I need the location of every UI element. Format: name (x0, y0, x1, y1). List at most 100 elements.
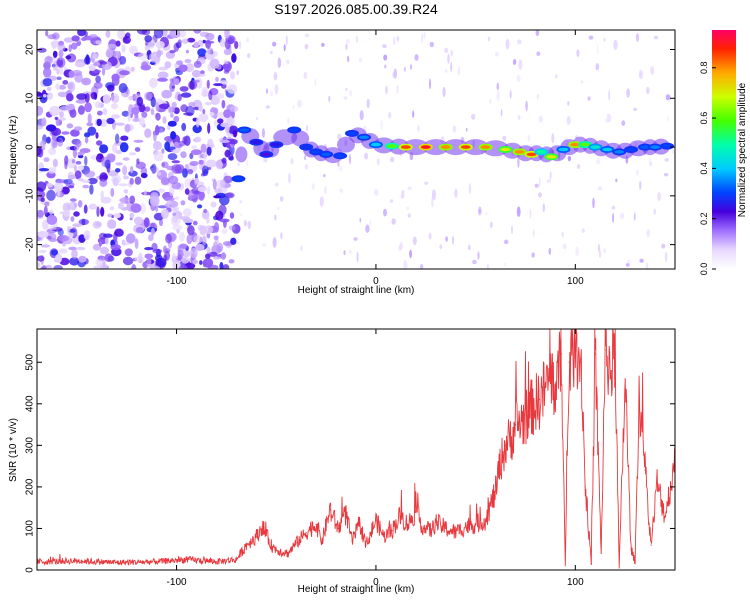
noise-blob (37, 124, 44, 130)
noise-streak (646, 229, 650, 238)
signal-halo (462, 139, 489, 156)
signal-core (526, 152, 537, 157)
noise-blob (196, 181, 205, 187)
noise-blob (52, 140, 58, 149)
noise-blob (159, 103, 170, 109)
noise-blob (174, 196, 180, 200)
noise-blob (146, 256, 152, 268)
noise-blob (61, 131, 70, 135)
noise-streak (452, 125, 457, 133)
noise-blob (135, 227, 144, 233)
noise-blob (44, 56, 53, 65)
noise-blob (223, 48, 232, 56)
noise-blob (84, 155, 88, 166)
noise-blob (115, 133, 120, 144)
noise-blob (179, 86, 189, 92)
noise-blob (67, 82, 74, 90)
noise-streak (598, 250, 602, 258)
noise-blob (87, 113, 92, 124)
noise-streak (247, 220, 251, 230)
snr-y-label: SNR (10 * v/v) (8, 418, 19, 482)
noise-blob (223, 109, 232, 119)
noise-streak (611, 205, 616, 210)
noise-streak (369, 219, 372, 227)
noise-streak (606, 113, 611, 119)
noise-streak (581, 228, 585, 234)
noise-blob (174, 78, 180, 86)
noise-blob (114, 122, 125, 126)
noise-blob (45, 30, 49, 37)
noise-blob (210, 144, 215, 148)
noise-blob (45, 264, 53, 269)
noise-blob (215, 76, 219, 82)
noise-blob (192, 220, 198, 226)
noise-streak (445, 69, 448, 73)
noise-streak (364, 152, 369, 160)
noise-blob (131, 264, 137, 269)
noise-streak (653, 208, 656, 215)
snr-point (423, 527, 425, 530)
noise-streak (424, 181, 429, 186)
noise-streak (321, 42, 325, 47)
noise-blob (220, 252, 226, 260)
noise-blob (140, 64, 152, 71)
noise-blob (74, 61, 85, 68)
noise-blob (156, 50, 162, 58)
noise-blob (122, 165, 128, 176)
noise-blob (224, 149, 231, 158)
noise-blob (206, 217, 210, 224)
noise-blob (99, 61, 108, 65)
noise-blob (42, 220, 49, 230)
noise-blob (68, 246, 76, 251)
noise-streak (633, 107, 638, 111)
snr-point (383, 536, 385, 538)
noise-streak (664, 173, 669, 177)
noise-blob (47, 235, 52, 240)
noise-streak (504, 239, 509, 245)
noise-blob (78, 165, 84, 171)
noise-blob (208, 90, 213, 101)
noise-blob (57, 91, 69, 98)
signal-core (386, 144, 397, 148)
noise-streak (534, 183, 539, 188)
noise-blob (136, 30, 148, 35)
snr-point (279, 550, 281, 552)
noise-blob (87, 126, 97, 136)
noise-blob (202, 235, 207, 246)
snr-point (365, 544, 367, 546)
noise-blob (111, 175, 122, 184)
noise-blob (102, 108, 108, 116)
snr-series (37, 329, 675, 569)
colorbar: 0.0 0.2 0.4 0.6 0.8 Normalized spectral ampl… (699, 30, 748, 275)
noise-blob (96, 140, 103, 146)
noise-streak (304, 43, 309, 50)
noise-blob (219, 179, 226, 188)
noise-blob (213, 235, 219, 241)
snr-point (618, 567, 620, 569)
noise-streak (431, 189, 436, 201)
noise-blob (37, 105, 44, 116)
noise-blob (68, 70, 75, 78)
noise-streak (489, 221, 493, 228)
noise-blob (100, 118, 107, 128)
noise-blob (231, 53, 237, 63)
noise-streak (276, 206, 280, 211)
snr-point (445, 527, 447, 530)
noise-streak (273, 72, 278, 81)
noise-blob (129, 195, 136, 204)
noise-blob (57, 44, 66, 52)
snr-point (644, 469, 646, 471)
noise-streak (304, 33, 310, 38)
spectrogram-y-axis: -20 -10 0 10 20 (25, 44, 675, 252)
noise-blob (115, 149, 123, 155)
signal-core (359, 135, 369, 140)
noise-streak (300, 245, 303, 252)
noise-blob (180, 92, 192, 98)
signal-core (335, 154, 346, 158)
noise-blob (95, 132, 99, 139)
noise-streak (561, 232, 564, 237)
noise-blob (92, 40, 96, 45)
noise-streak (407, 213, 411, 218)
noise-blob (227, 84, 238, 94)
signal-core (536, 150, 547, 154)
